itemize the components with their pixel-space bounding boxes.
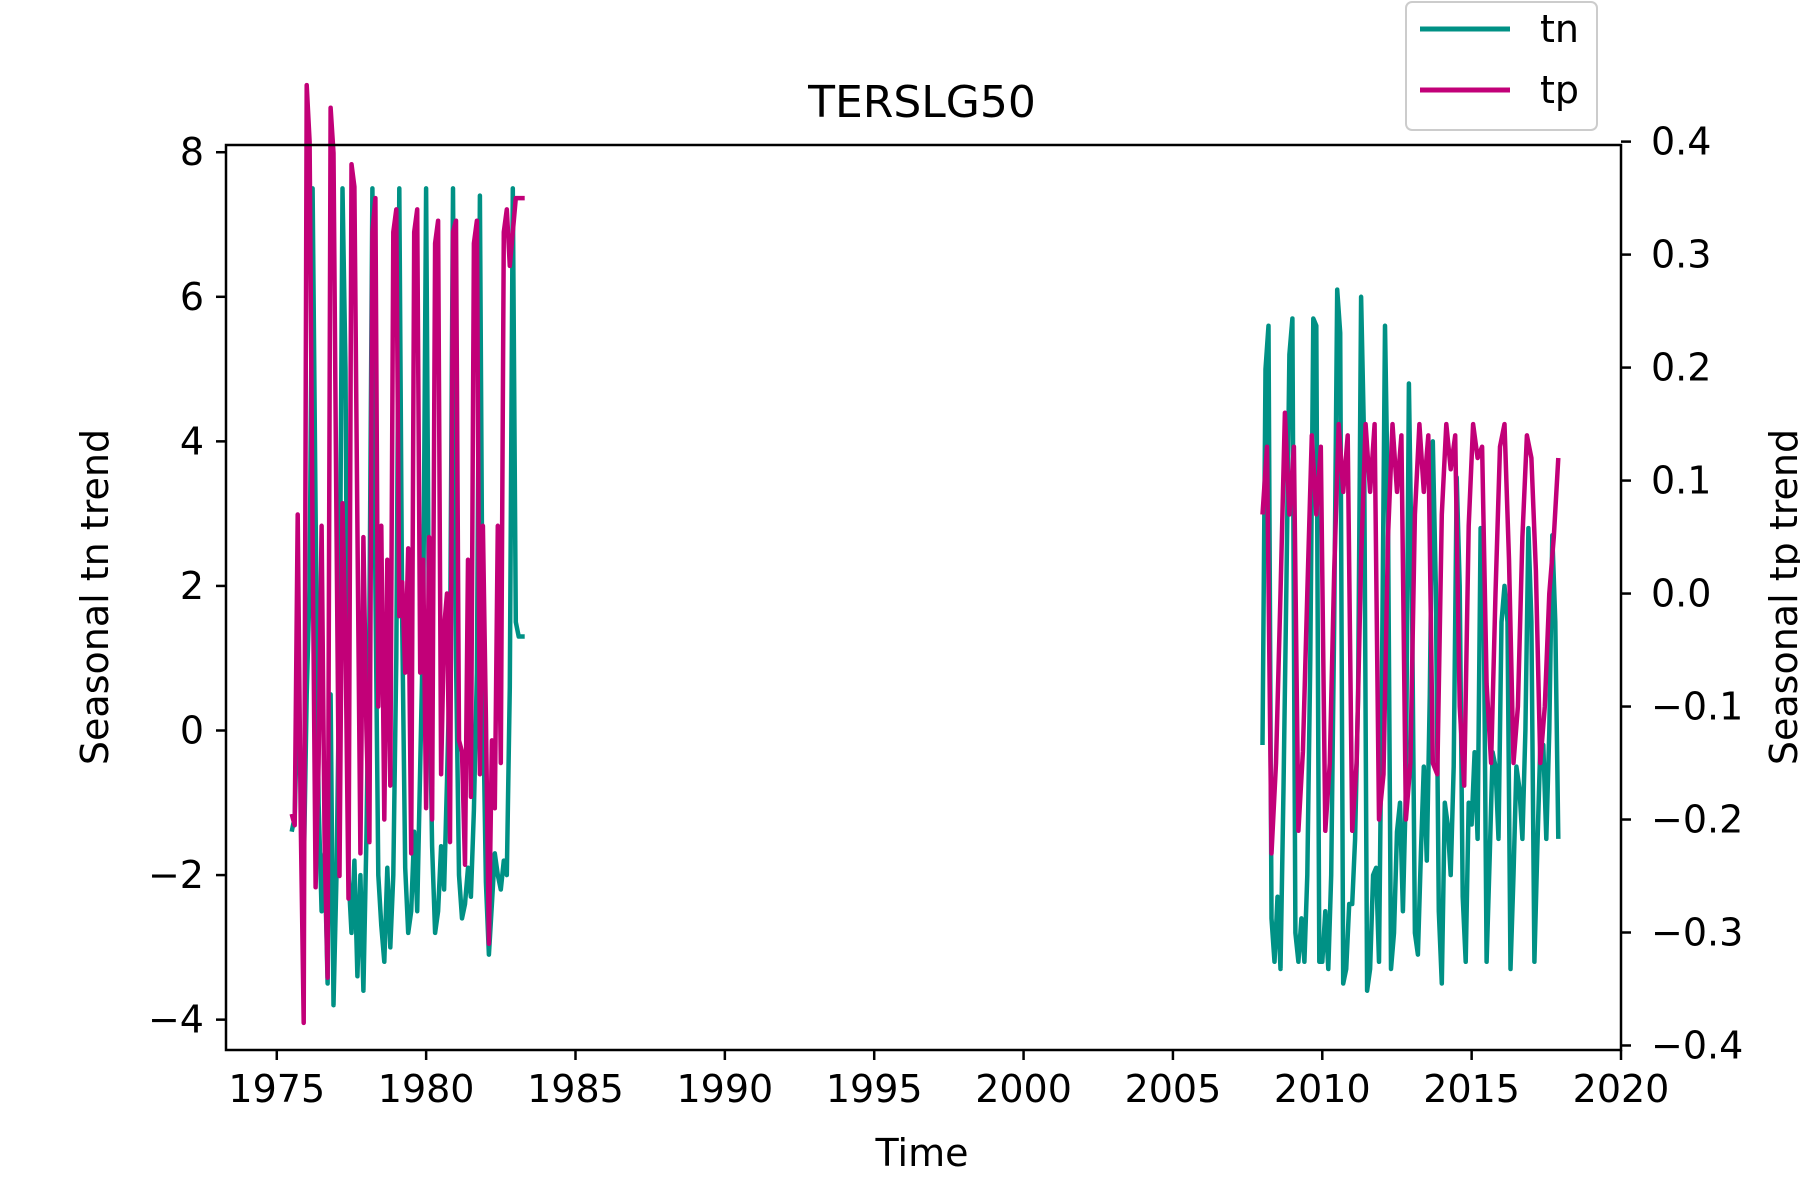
- x-tick-label: 2020: [1573, 1067, 1670, 1111]
- y-left-tick-label: −2: [148, 853, 204, 897]
- y-axis-right: −0.4 −0.3 −0.2 −0.1 0.0 0.1 0.2 0.3 0.4: [1621, 120, 1743, 1067]
- x-axis: 1975 1980 1985 1990 1995 2000 2005 2010 2015 2020: [228, 1050, 1669, 1111]
- legend: tn tp: [1405, 1, 1598, 131]
- legend-tn-label: tn: [1540, 7, 1579, 51]
- y-right-tick-label: 0.3: [1651, 233, 1711, 277]
- series-layer: [289, 82, 1561, 1026]
- y-left-tick-label: −4: [148, 998, 204, 1042]
- y-right-tick-label: 0.2: [1651, 346, 1711, 390]
- y-left-tick-label: 2: [180, 564, 204, 608]
- x-tick-label: 1975: [228, 1067, 325, 1111]
- series-tp-line: [1260, 410, 1561, 856]
- y-right-tick-label: −0.3: [1651, 910, 1743, 954]
- series-tp-line: [289, 82, 525, 1026]
- y-axis-left-label: Seasonal tn trend: [73, 429, 117, 765]
- y-right-tick-label: 0.1: [1651, 459, 1711, 503]
- x-axis-label: Time: [875, 1131, 969, 1175]
- x-tick-label: 2015: [1423, 1067, 1520, 1111]
- plot-frame: [224, 143, 1623, 1052]
- y-left-tick-label: 0: [180, 709, 204, 753]
- x-tick-label: 1990: [676, 1067, 773, 1111]
- y-right-tick-label: −0.2: [1651, 798, 1743, 842]
- x-tick-label: 1985: [527, 1067, 624, 1111]
- y-right-tick-label: −0.4: [1651, 1023, 1743, 1067]
- x-tick-label: 1980: [378, 1067, 475, 1111]
- y-right-tick-label: 0.0: [1651, 572, 1711, 616]
- x-tick-label: 1995: [826, 1067, 923, 1111]
- y-axis-right-label: Seasonal tp trend: [1762, 429, 1800, 765]
- x-tick-label: 2005: [1125, 1067, 1222, 1111]
- chart-title: TERSLG50: [807, 77, 1036, 128]
- y-right-tick-label: −0.1: [1651, 685, 1743, 729]
- y-left-tick-label: 6: [180, 275, 204, 319]
- y-left-tick-label: 8: [180, 130, 204, 174]
- y-right-tick-label: 0.4: [1651, 120, 1711, 164]
- legend-tp-label: tp: [1540, 68, 1579, 112]
- x-tick-label: 2000: [975, 1067, 1072, 1111]
- legend-box: [1405, 1, 1598, 131]
- y-left-tick-label: 4: [180, 419, 204, 463]
- y-axis-left: −4 −2 0 2 4 6 8: [148, 130, 226, 1042]
- x-tick-label: 2010: [1274, 1067, 1371, 1111]
